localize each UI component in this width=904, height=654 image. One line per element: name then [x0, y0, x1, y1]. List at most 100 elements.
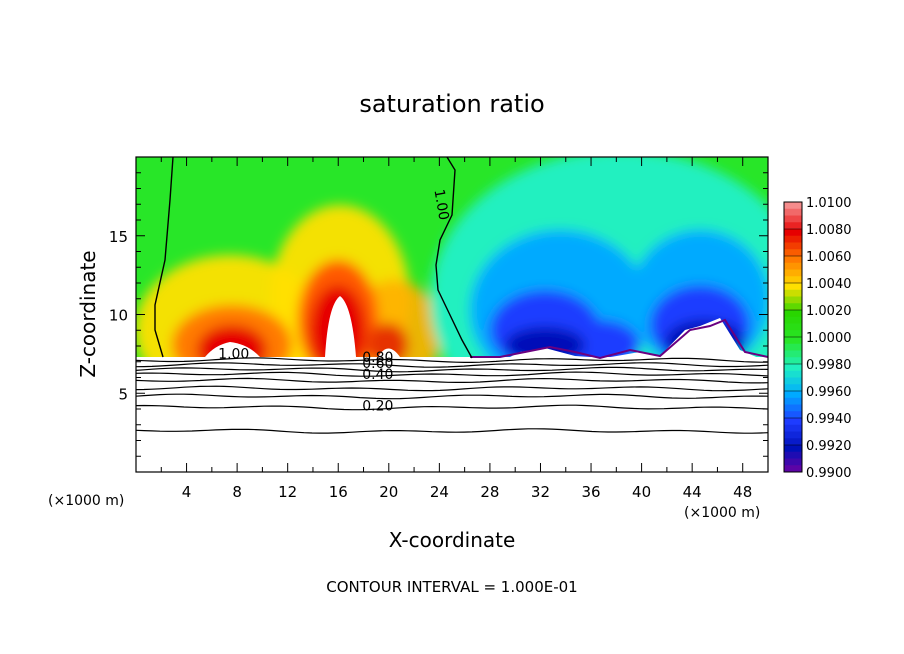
- y-tick-label: 15: [109, 228, 128, 246]
- colorbar-swatch: [784, 465, 802, 473]
- colorbar-swatch: [784, 242, 802, 250]
- x-unit-right: (×1000 m): [684, 505, 760, 521]
- y-axis-ticks: 5 10 15: [109, 172, 768, 457]
- contour-line: [136, 362, 768, 368]
- contour-label: 1.00: [218, 347, 249, 363]
- x-tick-label: 16: [329, 483, 348, 501]
- colorbar-swatch: [784, 424, 802, 432]
- colorbar-swatch: [784, 337, 802, 345]
- x-axis-ticks: 4 8 12 16 20 24 28 32 36 40 44 48: [160, 157, 752, 501]
- colorbar-swatch: [784, 370, 802, 378]
- colorbar-swatch: [784, 418, 802, 426]
- colorbar-swatch: [784, 276, 802, 284]
- colorbar-swatch: [784, 404, 802, 412]
- contour-line: [136, 371, 768, 377]
- contour-line: [136, 404, 768, 411]
- contour-line: [136, 385, 768, 392]
- colorbar-label: 1.0000: [806, 331, 852, 346]
- contour-line: [136, 393, 768, 400]
- colorbar-swatch: [784, 323, 802, 331]
- saturated-core-left: [205, 342, 260, 357]
- contour-line-right: [435, 157, 473, 359]
- colorbar-swatch: [784, 343, 802, 351]
- colorbar-label: 0.9940: [806, 412, 852, 427]
- y-axis-label: Z-coordinate: [76, 250, 100, 377]
- x-tick-label: 24: [430, 483, 449, 501]
- contour-label: 0.80: [362, 350, 393, 366]
- plot-area: 1.001.00 0.800.600.400.20 4 8 12 16 20 24 28 32 3…: [109, 156, 769, 501]
- colorbar-swatch: [784, 350, 802, 358]
- contour-line: [136, 428, 768, 434]
- contour-label: 0.20: [362, 399, 393, 415]
- colorbar-swatch: [784, 208, 802, 216]
- x-tick-label: 20: [379, 483, 398, 501]
- colorbar-swatch: [784, 357, 802, 365]
- colorbar-label: 1.0020: [806, 304, 852, 319]
- colorbar-swatch: [784, 431, 802, 439]
- colorbar-swatch: [784, 215, 802, 223]
- colorbar-label: 1.0060: [806, 250, 852, 265]
- contour-line: [136, 366, 768, 373]
- saturated-core-right: [378, 348, 400, 357]
- colorbar-swatch: [784, 411, 802, 419]
- x-tick-label: 12: [278, 483, 297, 501]
- saturated-core-center: [325, 296, 356, 357]
- lower-boundary-east: [470, 318, 768, 360]
- x-tick-label: 44: [683, 483, 702, 501]
- colorbar-label: 0.9920: [806, 439, 852, 454]
- colorbar-swatch: [784, 451, 802, 459]
- colorbar-swatch: [784, 310, 802, 318]
- contour-label: 0.60: [362, 356, 393, 372]
- x-tick-label: 48: [733, 483, 752, 501]
- chart-title: saturation ratio: [359, 90, 544, 118]
- colorbar-swatch: [784, 377, 802, 385]
- colorbar-swatch: [784, 229, 802, 237]
- colorbar-label: 0.9900: [806, 466, 852, 481]
- colorbar-swatch: [784, 364, 802, 372]
- x-tick-label: 32: [531, 483, 550, 501]
- colorbar-swatch: [784, 397, 802, 405]
- colorbar-swatch: [784, 235, 802, 243]
- colorbar-swatch: [784, 283, 802, 291]
- colorbar-label: 0.9960: [806, 385, 852, 400]
- colorbar-swatch: [784, 262, 802, 270]
- colorbar-swatch: [784, 269, 802, 277]
- saturated-core-east: [500, 318, 768, 362]
- colorbar-label: 1.0040: [806, 277, 852, 292]
- colorbar-swatch: [784, 330, 802, 338]
- colorbar-swatch: [784, 249, 802, 257]
- contour-lines: [136, 357, 768, 434]
- x-tick-label: 36: [581, 483, 600, 501]
- colorbar-swatch: [784, 384, 802, 392]
- colorbar-swatch: [784, 222, 802, 230]
- y-tick-label: 5: [118, 385, 128, 403]
- colorbar-swatch: [784, 445, 802, 453]
- colorbar-swatch: [784, 256, 802, 264]
- colorbar-label: 1.0080: [806, 223, 852, 238]
- colorbar-swatch: [784, 458, 802, 466]
- colorbar-swatch: [784, 316, 802, 324]
- contour-label: 1.00: [430, 188, 451, 221]
- contour-labels: 1.00 1.00 0.800.600.40 0.20: [218, 188, 451, 415]
- colorbar-swatch: [784, 296, 802, 304]
- x-tick-label: 8: [232, 483, 242, 501]
- contour-label: 0.40: [362, 367, 393, 383]
- contour-line-upper: [154, 157, 174, 358]
- colorbar-swatch: [784, 438, 802, 446]
- x-tick-label: 4: [182, 483, 192, 501]
- colorbar-swatch: [784, 391, 802, 399]
- colorbar: 1.0100 1.0080 1.0060 1.0040 1.0020 1.0000 0.99…: [783, 196, 852, 481]
- y-tick-label: 10: [109, 307, 128, 325]
- contour-line: [136, 377, 768, 384]
- colorbar-label: 1.0100: [806, 196, 852, 211]
- x-tick-label: 40: [632, 483, 651, 501]
- color-field: [136, 157, 768, 472]
- colorbar-swatch: [784, 202, 802, 210]
- x-axis-label: X-coordinate: [389, 528, 516, 552]
- colorbar-swatch: [784, 303, 802, 311]
- contour-interval-note: CONTOUR INTERVAL = 1.000E-01: [326, 578, 577, 596]
- contour-line: [136, 357, 768, 363]
- colorbar-label: 0.9980: [806, 358, 852, 373]
- lower-region: [136, 357, 768, 472]
